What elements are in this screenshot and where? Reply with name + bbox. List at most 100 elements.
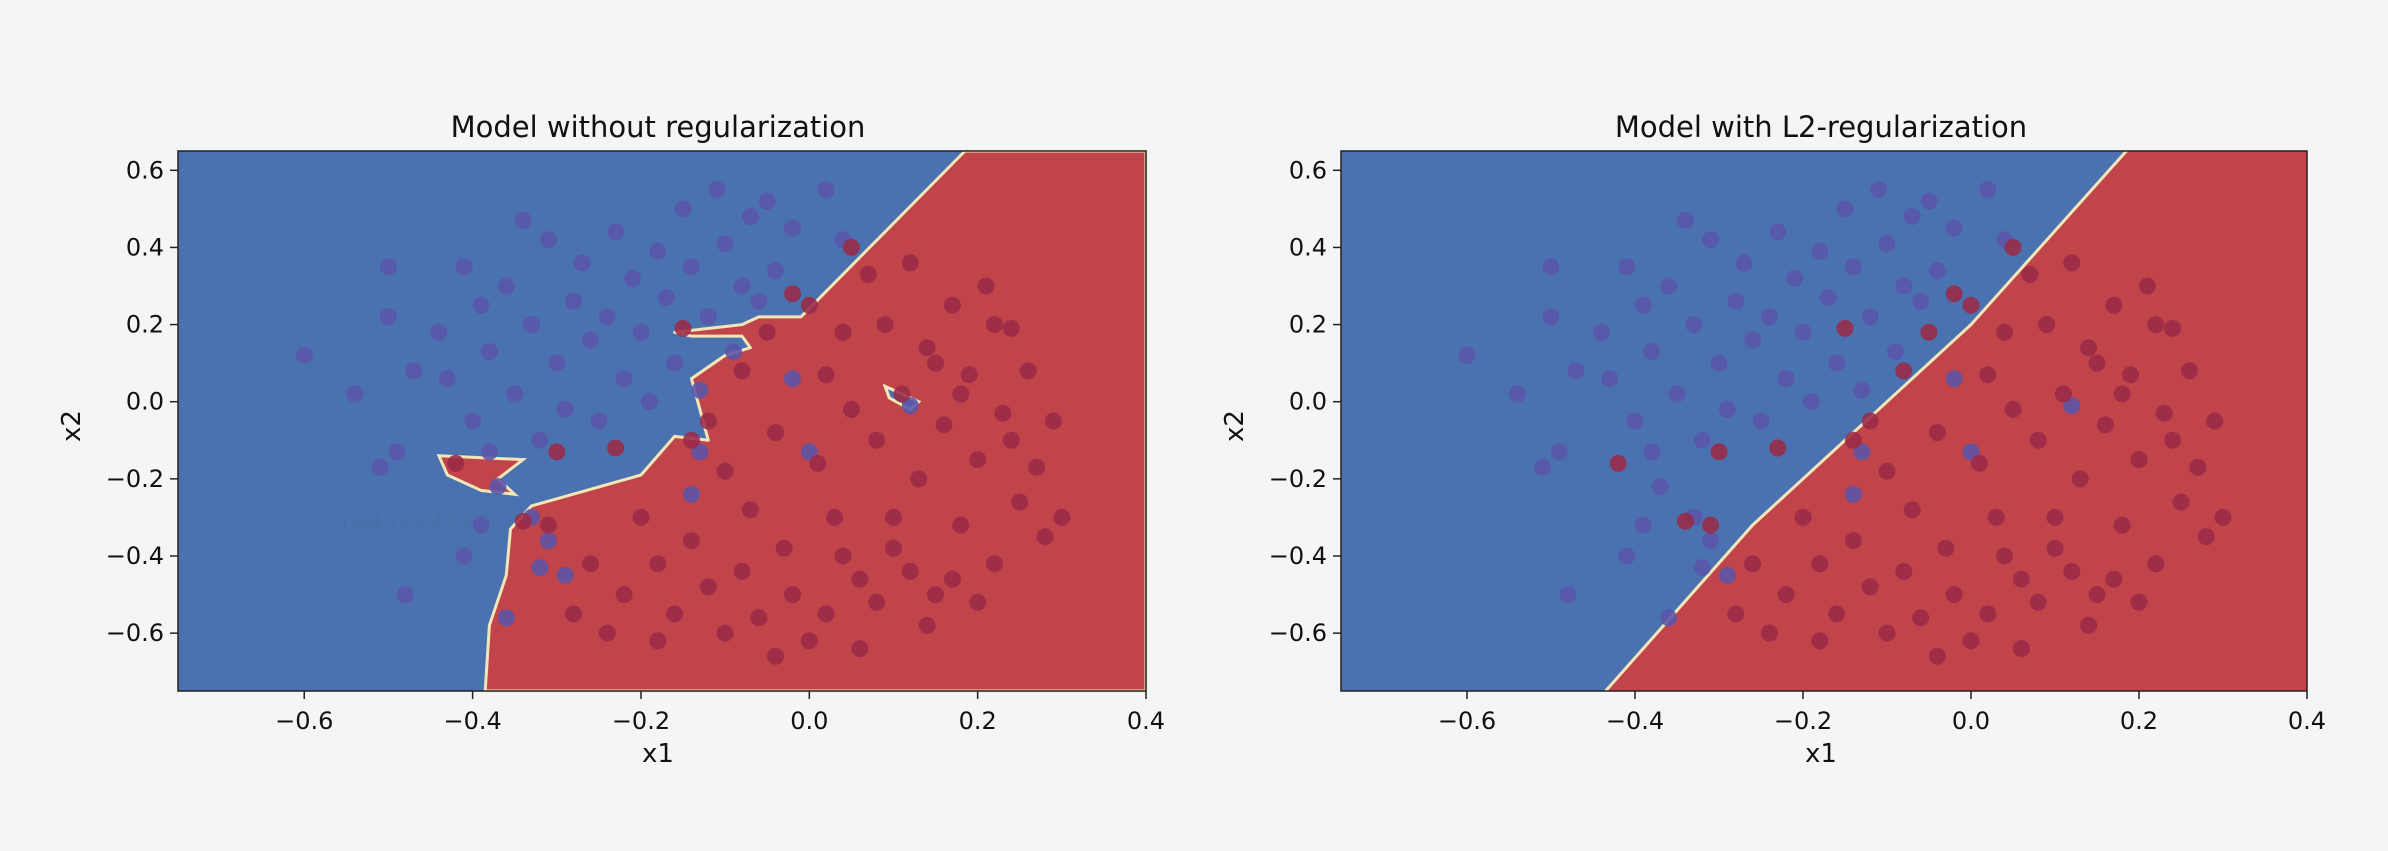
scatter-point-class-1 bbox=[2164, 319, 2182, 337]
scatter-point-class-1 bbox=[1811, 555, 1829, 573]
scatter-point-class-1 bbox=[1676, 512, 1694, 530]
scatter-point-class-1 bbox=[607, 439, 625, 457]
scatter-point-class-0 bbox=[733, 277, 751, 295]
axes-frame bbox=[1340, 150, 2308, 692]
scatter-point-class-1 bbox=[1760, 624, 1778, 642]
scatter-point-class-0 bbox=[1878, 235, 1896, 253]
scatter-point-class-1 bbox=[1878, 624, 1896, 642]
scatter-point-class-1 bbox=[683, 532, 700, 550]
scatter-point-class-0 bbox=[1508, 385, 1526, 403]
scatter-point-class-0 bbox=[573, 254, 591, 272]
scatter-point-class-1 bbox=[1028, 458, 1046, 476]
scatter-point-class-1 bbox=[1861, 412, 1879, 430]
scatter-point-class-0 bbox=[767, 262, 785, 280]
scatter-point-class-0 bbox=[1811, 242, 1829, 260]
scatter-point-class-1 bbox=[901, 254, 919, 272]
scatter-point-class-1 bbox=[969, 593, 987, 611]
scatter-point-class-1 bbox=[1044, 412, 1062, 430]
y-tick-label: 0.4 bbox=[1289, 233, 1327, 261]
scatter-point-class-1 bbox=[1609, 454, 1627, 472]
scatter-point-class-1 bbox=[733, 562, 751, 580]
scatter-point-class-0 bbox=[539, 532, 557, 550]
scatter-point-class-0 bbox=[1752, 412, 1770, 430]
scatter-point-class-0 bbox=[472, 516, 490, 534]
y-axis-label: x2 bbox=[1220, 410, 1250, 442]
scatter-point-class-1 bbox=[927, 354, 945, 372]
scatter-point-class-1 bbox=[1710, 443, 1728, 461]
scatter-point-class-1 bbox=[1970, 454, 1988, 472]
scatter-point-class-1 bbox=[1928, 647, 1946, 665]
scatter-point-class-1 bbox=[733, 362, 751, 380]
x-axis-label: x1 bbox=[642, 739, 674, 769]
scatter-point-class-1 bbox=[885, 539, 902, 557]
x-tick-label: 0.0 bbox=[1952, 707, 1990, 735]
scatter-point-class-1 bbox=[683, 431, 700, 449]
scatter-point-class-1 bbox=[2004, 238, 2022, 256]
scatter-point-class-0 bbox=[1710, 354, 1728, 372]
scatter-point-class-0 bbox=[784, 219, 801, 237]
scatter-point-class-0 bbox=[480, 443, 498, 461]
scatter-point-class-1 bbox=[2012, 640, 2030, 658]
scatter-point-class-1 bbox=[2130, 451, 2148, 469]
scatter-point-class-1 bbox=[885, 508, 902, 526]
scatter-point-class-0 bbox=[1559, 586, 1577, 604]
scatter-point-class-0 bbox=[531, 431, 549, 449]
scatter-point-class-0 bbox=[817, 181, 835, 199]
scatter-point-class-1 bbox=[960, 366, 978, 384]
scatter-point-class-0 bbox=[1735, 254, 1753, 272]
x-tick-label: −0.6 bbox=[1438, 707, 1496, 735]
scatter-point-class-0 bbox=[1718, 400, 1736, 418]
scatter-point-class-1 bbox=[2080, 616, 2098, 634]
scatter-point-class-1 bbox=[2096, 416, 2114, 434]
scatter-point-class-1 bbox=[817, 605, 835, 623]
scatter-point-class-1 bbox=[2206, 412, 2224, 430]
scatter-point-class-0 bbox=[683, 485, 700, 503]
scatter-point-class-1 bbox=[1861, 578, 1879, 596]
scatter-point-class-0 bbox=[1668, 385, 1686, 403]
y-tick-label: 0.0 bbox=[1289, 388, 1327, 416]
scatter-point-class-0 bbox=[438, 370, 456, 388]
scatter-point-class-1 bbox=[1987, 508, 2005, 526]
scatter-point-class-1 bbox=[1912, 609, 1930, 627]
scatter-point-class-0 bbox=[624, 269, 641, 287]
scatter-point-class-0 bbox=[1802, 393, 1820, 411]
y-tick-label: −0.6 bbox=[106, 619, 164, 647]
scatter-point-class-0 bbox=[1760, 308, 1778, 326]
scatter-point-class-0 bbox=[1567, 362, 1585, 380]
scatter-point-class-1 bbox=[1945, 285, 1963, 303]
scatter-point-class-1 bbox=[901, 562, 919, 580]
scatter-point-class-0 bbox=[531, 559, 549, 577]
scatter-point-class-0 bbox=[1920, 192, 1938, 210]
x-tick-label: 0.0 bbox=[790, 707, 828, 735]
scatter-point-class-1 bbox=[2063, 254, 2081, 272]
scatter-point-class-0 bbox=[1853, 381, 1871, 399]
scatter-point-class-1 bbox=[2012, 570, 2030, 588]
scatter-point-class-1 bbox=[2130, 593, 2148, 611]
chart-title: Model with L2-regularization bbox=[1615, 110, 2027, 144]
scatter-point-class-0 bbox=[1550, 443, 1568, 461]
scatter-point-class-0 bbox=[1693, 559, 1711, 577]
scatter-point-class-1 bbox=[1928, 424, 1946, 442]
scatter-point-class-1 bbox=[674, 319, 692, 337]
scatter-point-class-0 bbox=[1458, 346, 1476, 364]
scatter-point-class-1 bbox=[2164, 431, 2182, 449]
x-tick-label: −0.4 bbox=[1606, 707, 1664, 735]
scatter-point-class-0 bbox=[1886, 343, 1904, 361]
scatter-point-class-0 bbox=[539, 231, 557, 249]
scatter-point-class-0 bbox=[1592, 323, 1610, 341]
scatter-point-class-1 bbox=[548, 443, 566, 461]
scatter-point-class-1 bbox=[2046, 508, 2064, 526]
scatter-point-class-1 bbox=[859, 265, 877, 283]
scatter-point-class-1 bbox=[1002, 431, 1020, 449]
x-tick-label: −0.6 bbox=[275, 707, 333, 735]
scatter-point-class-1 bbox=[800, 632, 818, 650]
decision-region-class-1 bbox=[1605, 151, 2307, 691]
scatter-point-class-0 bbox=[1601, 370, 1619, 388]
scatter-point-class-0 bbox=[708, 181, 726, 199]
scatter-point-class-0 bbox=[379, 308, 397, 326]
scatter-point-class-0 bbox=[556, 400, 574, 418]
scatter-point-class-0 bbox=[615, 370, 633, 388]
scatter-point-class-1 bbox=[741, 501, 759, 519]
scatter-point-class-0 bbox=[607, 223, 625, 241]
scatter-point-class-1 bbox=[2038, 316, 2056, 334]
